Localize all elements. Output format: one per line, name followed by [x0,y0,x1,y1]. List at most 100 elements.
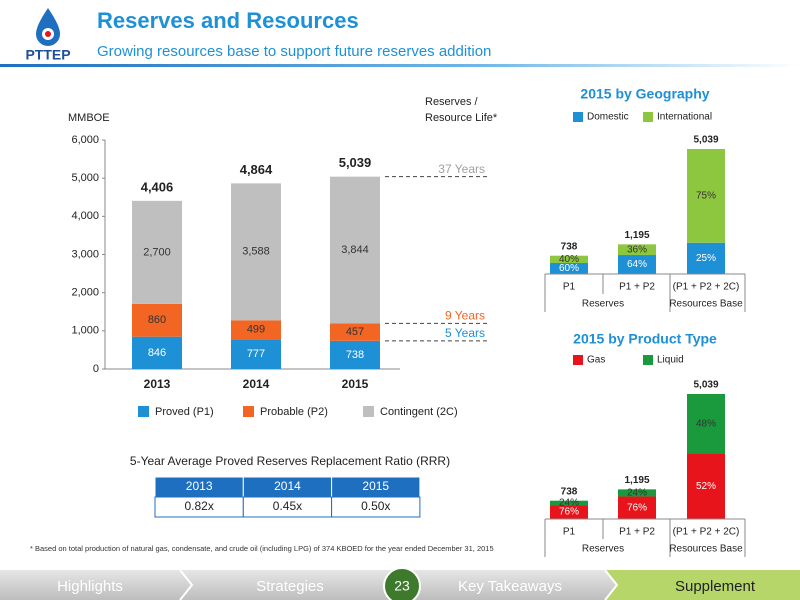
x-tick-label: 2014 [243,377,270,391]
value-label: 738 [346,349,364,361]
y-tick-label: 5,000 [71,172,99,184]
logo: PTTEP [25,8,71,63]
annotation-title: Reserves / [425,96,479,108]
bar-segment [550,263,588,274]
value-label: 25% [696,253,716,264]
logo-text: PTTEP [25,47,70,63]
total-label: 4,864 [240,162,273,177]
total-label: 5,039 [693,135,718,146]
nav-item[interactable]: Highlights [57,578,123,595]
y-tick-label: 4,000 [71,210,99,222]
value-label: 499 [247,324,265,336]
bar-segment [231,183,281,321]
value-label: 75% [696,191,716,202]
chart-title: 2015 by Geography [580,86,709,102]
value-label: 36% [627,244,647,255]
slide-title: Reserves and Resources [97,8,359,33]
annotation-text: 9 Years [445,309,485,323]
bar-segment [330,176,380,324]
bar-segment [618,244,656,256]
nav-item[interactable]: Strategies [256,578,324,595]
x-tick-label: (P1 + P2 + 2C) [673,282,740,293]
value-label: 40% [559,254,579,265]
value-label: 846 [148,347,166,359]
table-header: 2013 [186,479,213,493]
y-tick-label: 6,000 [71,134,99,146]
value-label: 24% [627,488,647,499]
bar-segment [132,200,182,304]
value-label: 777 [247,348,265,360]
bar-segment [132,303,182,337]
table-value: 0.50x [361,499,390,513]
y-tick-label: 0 [93,363,99,375]
y-tick-label: 2,000 [71,287,99,299]
table-header: 2014 [274,479,301,493]
legend-swatch [643,355,653,365]
legend-swatch [363,406,374,417]
bar-segment [687,394,725,454]
bar-segment [687,149,725,243]
legend-label: Contingent (2C) [380,406,458,418]
annotation-title: Resource Life* [425,112,498,124]
slide-subtitle: Growing resources base to support future… [97,43,491,60]
table-value: 0.82x [184,499,213,513]
value-label: 64% [627,259,647,270]
bar-segment [687,454,725,519]
bar-segment [550,500,588,506]
legend-label: Liquid [657,355,684,366]
bar-segment [618,255,656,274]
group-label: Resources Base [669,544,743,555]
legend-label: Gas [587,355,605,366]
y-tick-label: 1,000 [71,325,99,337]
group-label: Resources Base [669,299,743,310]
bar-segment [231,320,281,340]
value-label: 3,588 [242,246,270,258]
total-label: 738 [561,486,578,497]
value-label: 48% [696,419,716,430]
legend-label: Probable (P2) [260,406,328,418]
bar-segment [618,489,656,497]
bar-segment [550,255,588,264]
value-label: 457 [346,326,364,338]
nav-item[interactable]: Key Takeaways [458,578,562,595]
legend-swatch [243,406,254,417]
value-label: 2,700 [143,246,171,258]
bar-segment [231,339,281,369]
x-tick-label: (P1 + P2 + 2C) [673,527,740,538]
total-label: 1,195 [624,475,649,486]
value-label: 52% [696,481,716,492]
total-label: 5,039 [339,155,372,170]
table-header: 2015 [362,479,389,493]
legend-swatch [573,112,583,122]
value-label: 76% [627,502,647,513]
legend-swatch [643,112,653,122]
chart-title: 2015 by Product Type [573,331,717,347]
x-tick-label: P1 + P2 [619,527,655,538]
bar-segment [330,340,380,369]
legend-label: Domestic [587,112,629,123]
value-label: 3,844 [341,244,369,256]
x-tick-label: P1 + P2 [619,282,655,293]
legend-swatch [573,355,583,365]
x-tick-label: P1 [563,282,576,293]
total-label: 1,195 [624,230,649,241]
table-title: 5-Year Average Proved Reserves Replaceme… [130,454,450,468]
y-axis-label: MMBOE [68,112,110,124]
value-label: 24% [559,498,579,509]
table-cell [331,496,421,518]
total-label: 738 [561,241,578,252]
x-tick-label: P1 [563,527,576,538]
legend-swatch [138,406,149,417]
bar-segment [550,505,588,519]
total-label: 5,039 [693,380,718,391]
annotation-text: 5 Years [445,326,485,340]
bar-segment [330,323,380,341]
bar-segment [618,496,656,519]
legend-label: Proved (P1) [155,406,214,418]
legend-label: International [657,112,712,123]
header-rule [0,64,800,67]
value-label: 860 [148,314,166,326]
nav-item[interactable]: Supplement [675,578,756,595]
